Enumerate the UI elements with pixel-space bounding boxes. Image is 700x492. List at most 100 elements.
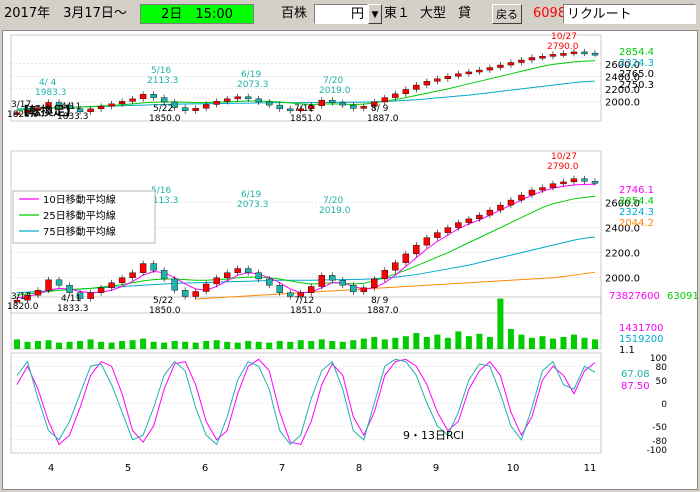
candle-body <box>34 290 42 296</box>
candle-body <box>591 181 599 184</box>
candle-body <box>255 98 262 103</box>
volume-bar <box>339 341 346 349</box>
right-value: 1431700 <box>619 323 664 334</box>
legend-label: 25日移動平均線 <box>43 209 116 222</box>
volume-bar <box>381 339 388 349</box>
volume-bar <box>518 334 525 349</box>
y-tick-label: 100 <box>650 354 667 364</box>
annotation-value: 2113.3 <box>147 76 179 86</box>
candle-body <box>87 108 94 113</box>
volume-bar <box>276 341 283 349</box>
x-tick-label: 11 <box>584 463 597 474</box>
candle-body <box>371 101 378 107</box>
volume-bar <box>423 337 430 349</box>
chevron-down-icon[interactable]: ▼ <box>368 4 382 24</box>
candle-body <box>287 292 294 297</box>
volume-bar <box>444 337 451 349</box>
volume-bar <box>497 298 504 349</box>
volume-bar <box>392 337 399 349</box>
candle-body <box>244 268 252 273</box>
candle-body <box>297 108 304 112</box>
candle-body <box>150 94 157 98</box>
candle-body <box>150 263 157 271</box>
annotation-date: 7/20 <box>323 196 343 206</box>
candle-body <box>181 107 189 111</box>
right-value: 2854.4 <box>619 196 654 207</box>
candle-body <box>24 109 31 113</box>
candle-body <box>402 253 410 263</box>
candle-body <box>402 89 410 95</box>
annotation-date: 5/22 <box>153 104 173 114</box>
candle-body <box>202 283 210 292</box>
candle-body <box>45 102 52 108</box>
candle-body <box>350 104 357 109</box>
candle-body <box>223 272 231 278</box>
annotation-date: 7/20 <box>323 76 343 86</box>
panel-frame-1 <box>10 150 602 314</box>
annotation-value: 1850.0 <box>149 114 181 124</box>
volume-bar <box>266 342 273 349</box>
return-button[interactable]: 戻る <box>492 4 522 24</box>
candle-body <box>591 52 599 56</box>
candle-body <box>13 300 21 303</box>
x-tick-label: 9 <box>433 463 439 474</box>
candle-body <box>581 178 588 182</box>
volume-bar <box>560 337 567 349</box>
y-tick-label: 2400.0 <box>605 224 640 235</box>
panel-frame-0 <box>10 34 602 122</box>
candle-body <box>308 286 315 293</box>
legend-label: 75日移動平均線 <box>43 225 116 238</box>
candle-body <box>266 101 273 106</box>
candle-body <box>371 278 378 288</box>
candle-body <box>476 69 483 73</box>
size-label: 大型 <box>420 6 447 21</box>
volume-bar <box>77 341 84 349</box>
volume-bar <box>14 339 20 349</box>
annotation-date: 6/19 <box>241 70 261 80</box>
annotation-value: 1983.3 <box>35 88 67 98</box>
volume-bar <box>192 342 199 349</box>
candle-body <box>539 56 546 59</box>
candle-body <box>87 292 94 299</box>
candle-body <box>486 209 494 216</box>
candle-body <box>434 232 441 238</box>
candle-body <box>55 102 63 106</box>
volume-bar <box>539 336 546 349</box>
volume-bar <box>108 342 115 349</box>
x-tick-label: 6 <box>202 463 208 474</box>
candle-body <box>528 189 536 196</box>
candle-body <box>455 73 462 77</box>
candle-body <box>118 277 126 283</box>
candle-body <box>192 291 199 297</box>
candle-body <box>297 292 304 297</box>
candle-body <box>24 295 31 301</box>
candle-body <box>570 51 578 55</box>
y-tick-label: 50 <box>656 377 668 387</box>
volume-bar <box>56 342 63 349</box>
candle-body <box>444 76 452 80</box>
annotation-value: 1887.0 <box>367 114 399 124</box>
y-tick-label: 2600.0 <box>605 60 640 71</box>
candle-body <box>318 275 325 287</box>
candle-body <box>318 99 325 106</box>
volume-bar <box>245 341 252 349</box>
y-tick-label: -80 <box>652 437 667 447</box>
y-tick-label: 80 <box>656 363 668 373</box>
volume-bar <box>129 340 136 349</box>
candle-body <box>76 292 84 299</box>
volume-bar <box>486 337 493 349</box>
currency-select[interactable]: 円 <box>314 4 368 24</box>
right-value: 2746.1 <box>619 185 654 196</box>
rci-line-0 <box>16 358 596 446</box>
candle-body <box>413 244 420 255</box>
y-tick-label: 2200.0 <box>605 249 640 260</box>
candle-body <box>192 108 199 111</box>
right-value: 2854.4 <box>619 47 654 58</box>
time-field[interactable]: 2日 15:00 <box>140 4 254 24</box>
candle-body <box>455 222 462 228</box>
annotation-value: 1833.3 <box>57 304 89 314</box>
candle-body <box>66 104 73 110</box>
period-label: 2017年 3月17日～ <box>4 6 127 21</box>
candle-body <box>465 218 473 223</box>
